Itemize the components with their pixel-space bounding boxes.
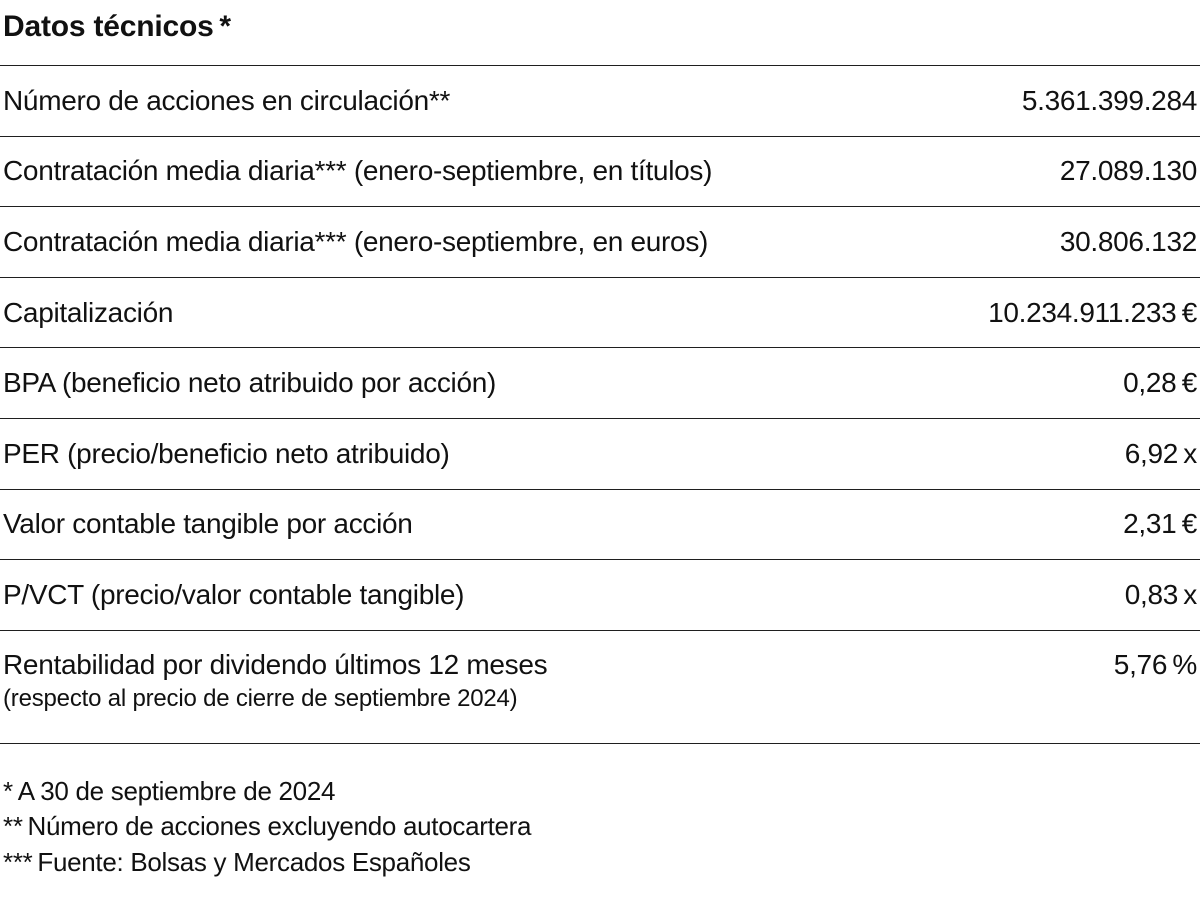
row-value: 0,28 € bbox=[1123, 367, 1197, 399]
table-row: Capitalización 10.234.911.233 € bbox=[0, 278, 1200, 349]
footnote-double-asterisk: ** Número de acciones excluyendo autocar… bbox=[3, 811, 532, 842]
table-row: PER (precio/beneficio neto atribuido) 6,… bbox=[0, 419, 1200, 490]
table-row: BPA (beneficio neto atribuido por acción… bbox=[0, 348, 1200, 419]
row-value: 10.234.911.233 € bbox=[988, 296, 1197, 328]
row-value: 27.089.130 bbox=[1059, 155, 1197, 187]
row-value: 0,83 x bbox=[1124, 578, 1198, 610]
row-label-sub: (respecto al precio de cierre de septiem… bbox=[3, 684, 518, 712]
row-label: Número de acciones en circulación** bbox=[3, 84, 451, 116]
page-title: Datos técnicos * bbox=[3, 10, 231, 43]
row-label: BPA (beneficio neto atribuido por acción… bbox=[3, 367, 497, 399]
table-row: Número de acciones en circulación** 5.36… bbox=[0, 66, 1200, 137]
table-row: Valor contable tangible por acción 2,31 … bbox=[0, 490, 1200, 561]
row-label: P/VCT (precio/valor contable tangible) bbox=[3, 578, 465, 610]
row-label: Valor contable tangible por acción bbox=[3, 508, 413, 540]
footnote-asterisk: * A 30 de septiembre de 2024 bbox=[3, 775, 336, 806]
row-value: 6,92 x bbox=[1124, 437, 1198, 469]
row-label: Contratación media diaria*** (enero-sept… bbox=[3, 155, 713, 187]
row-label: Contratación media diaria*** (enero-sept… bbox=[3, 225, 709, 257]
table-row: Contratación media diaria*** (enero-sept… bbox=[0, 207, 1200, 278]
row-label: Capitalización bbox=[3, 296, 174, 328]
row-label: PER (precio/beneficio neto atribuido) bbox=[3, 437, 450, 469]
table-row: Rentabilidad por dividendo últimos 12 me… bbox=[0, 631, 1200, 744]
table-row: P/VCT (precio/valor contable tangible) 0… bbox=[0, 560, 1200, 631]
row-value: 2,31 € bbox=[1123, 508, 1197, 540]
footnotes: * A 30 de septiembre de 2024 ** Número d… bbox=[0, 774, 1200, 881]
table-row: Contratación media diaria*** (enero-sept… bbox=[0, 137, 1200, 208]
row-value: 30.806.132 bbox=[1059, 225, 1197, 257]
technical-data-table: Número de acciones en circulación** 5.36… bbox=[0, 65, 1200, 744]
row-value: 5.361.399.284 bbox=[1021, 84, 1197, 116]
footnote-triple-asterisk: *** Fuente: Bolsas y Mercados Españoles bbox=[3, 846, 471, 877]
row-label: Rentabilidad por dividendo últimos 12 me… bbox=[3, 648, 548, 716]
row-label-main: Rentabilidad por dividendo últimos 12 me… bbox=[3, 648, 548, 680]
row-value: 5,76 % bbox=[1113, 648, 1198, 680]
